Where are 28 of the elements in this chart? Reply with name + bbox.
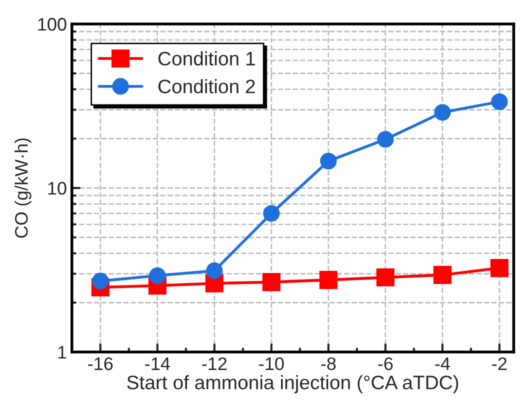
x-tick-label: -12 [202,357,227,370]
x-tick-label: -8 [321,357,336,370]
point [376,268,394,286]
point [490,259,508,278]
legend-label: Condition 2 [158,79,255,94]
x-tick-label: -10 [259,357,284,370]
x-tick-label: -6 [378,357,393,370]
y-tick-label: 1 [58,346,66,359]
x-tick-label: -16 [88,357,113,370]
y-axis-title: CO (g/kW·h) [14,138,32,238]
point [433,266,452,284]
x-tick-label: -2 [492,357,507,370]
point [149,267,166,284]
point [263,205,280,222]
point [206,262,223,280]
point [377,131,394,148]
point [434,104,451,121]
x-tick-label: -4 [435,358,450,370]
point [491,93,508,110]
y-tick-label: 100 [38,18,66,31]
x-tick-label: -14 [145,358,170,370]
legend-label: Condition 1 [158,51,255,66]
point [320,152,337,170]
point [92,272,109,290]
y-tick-label: 10 [48,182,66,195]
x-axis-title: Start of ammonia injection (°CA aTDC) [127,375,458,394]
point [319,270,338,289]
point [262,273,280,292]
